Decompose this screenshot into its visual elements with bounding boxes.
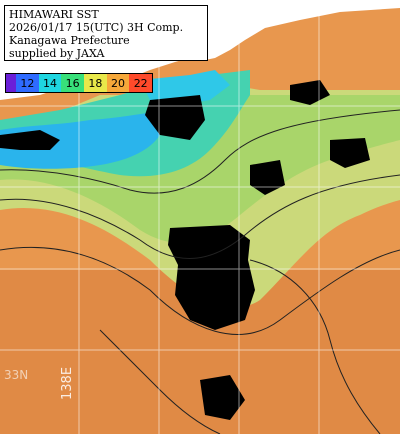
land-area-east	[205, 0, 400, 60]
title-line-product: HIMAWARI SST	[9, 8, 99, 21]
title-box: HIMAWARI SST 2026/01/17 15(UTC) 3H Comp.…	[4, 5, 208, 61]
cloud-mask-7	[200, 375, 245, 420]
legend-label-22: 22	[129, 74, 153, 92]
legend-label-18: 18	[84, 74, 107, 92]
cloud-mask-5	[250, 160, 285, 195]
contour-line	[99, 329, 221, 434]
title-line-region: Kanagawa Prefecture	[9, 34, 130, 47]
contour-line	[0, 174, 400, 259]
legend-label-12: 12	[16, 74, 39, 92]
contour-line	[249, 259, 381, 434]
cloud-mask-3	[0, 130, 60, 150]
cloud-mask-6	[330, 138, 370, 168]
legend-swatch-min	[6, 74, 16, 92]
bay-water	[140, 70, 230, 105]
color-legend: 12 14 16 18 20 22	[5, 73, 153, 93]
cloud-mask	[168, 225, 255, 330]
legend-label-16: 16	[61, 74, 85, 92]
contour-line	[0, 109, 400, 194]
legend-label-20: 20	[106, 74, 130, 92]
legend-label-14: 14	[38, 74, 62, 92]
latitude-label: 33N	[4, 368, 29, 382]
longitude-label: 138E	[60, 366, 75, 400]
title-line-date: 2026/01/17 15(UTC) 3H Comp.	[9, 21, 184, 34]
cloud-mask-4	[290, 80, 330, 105]
contour-line	[0, 246, 400, 335]
title-line-source: supplied by JAXA	[9, 47, 105, 60]
cold-sea-area	[0, 110, 170, 169]
